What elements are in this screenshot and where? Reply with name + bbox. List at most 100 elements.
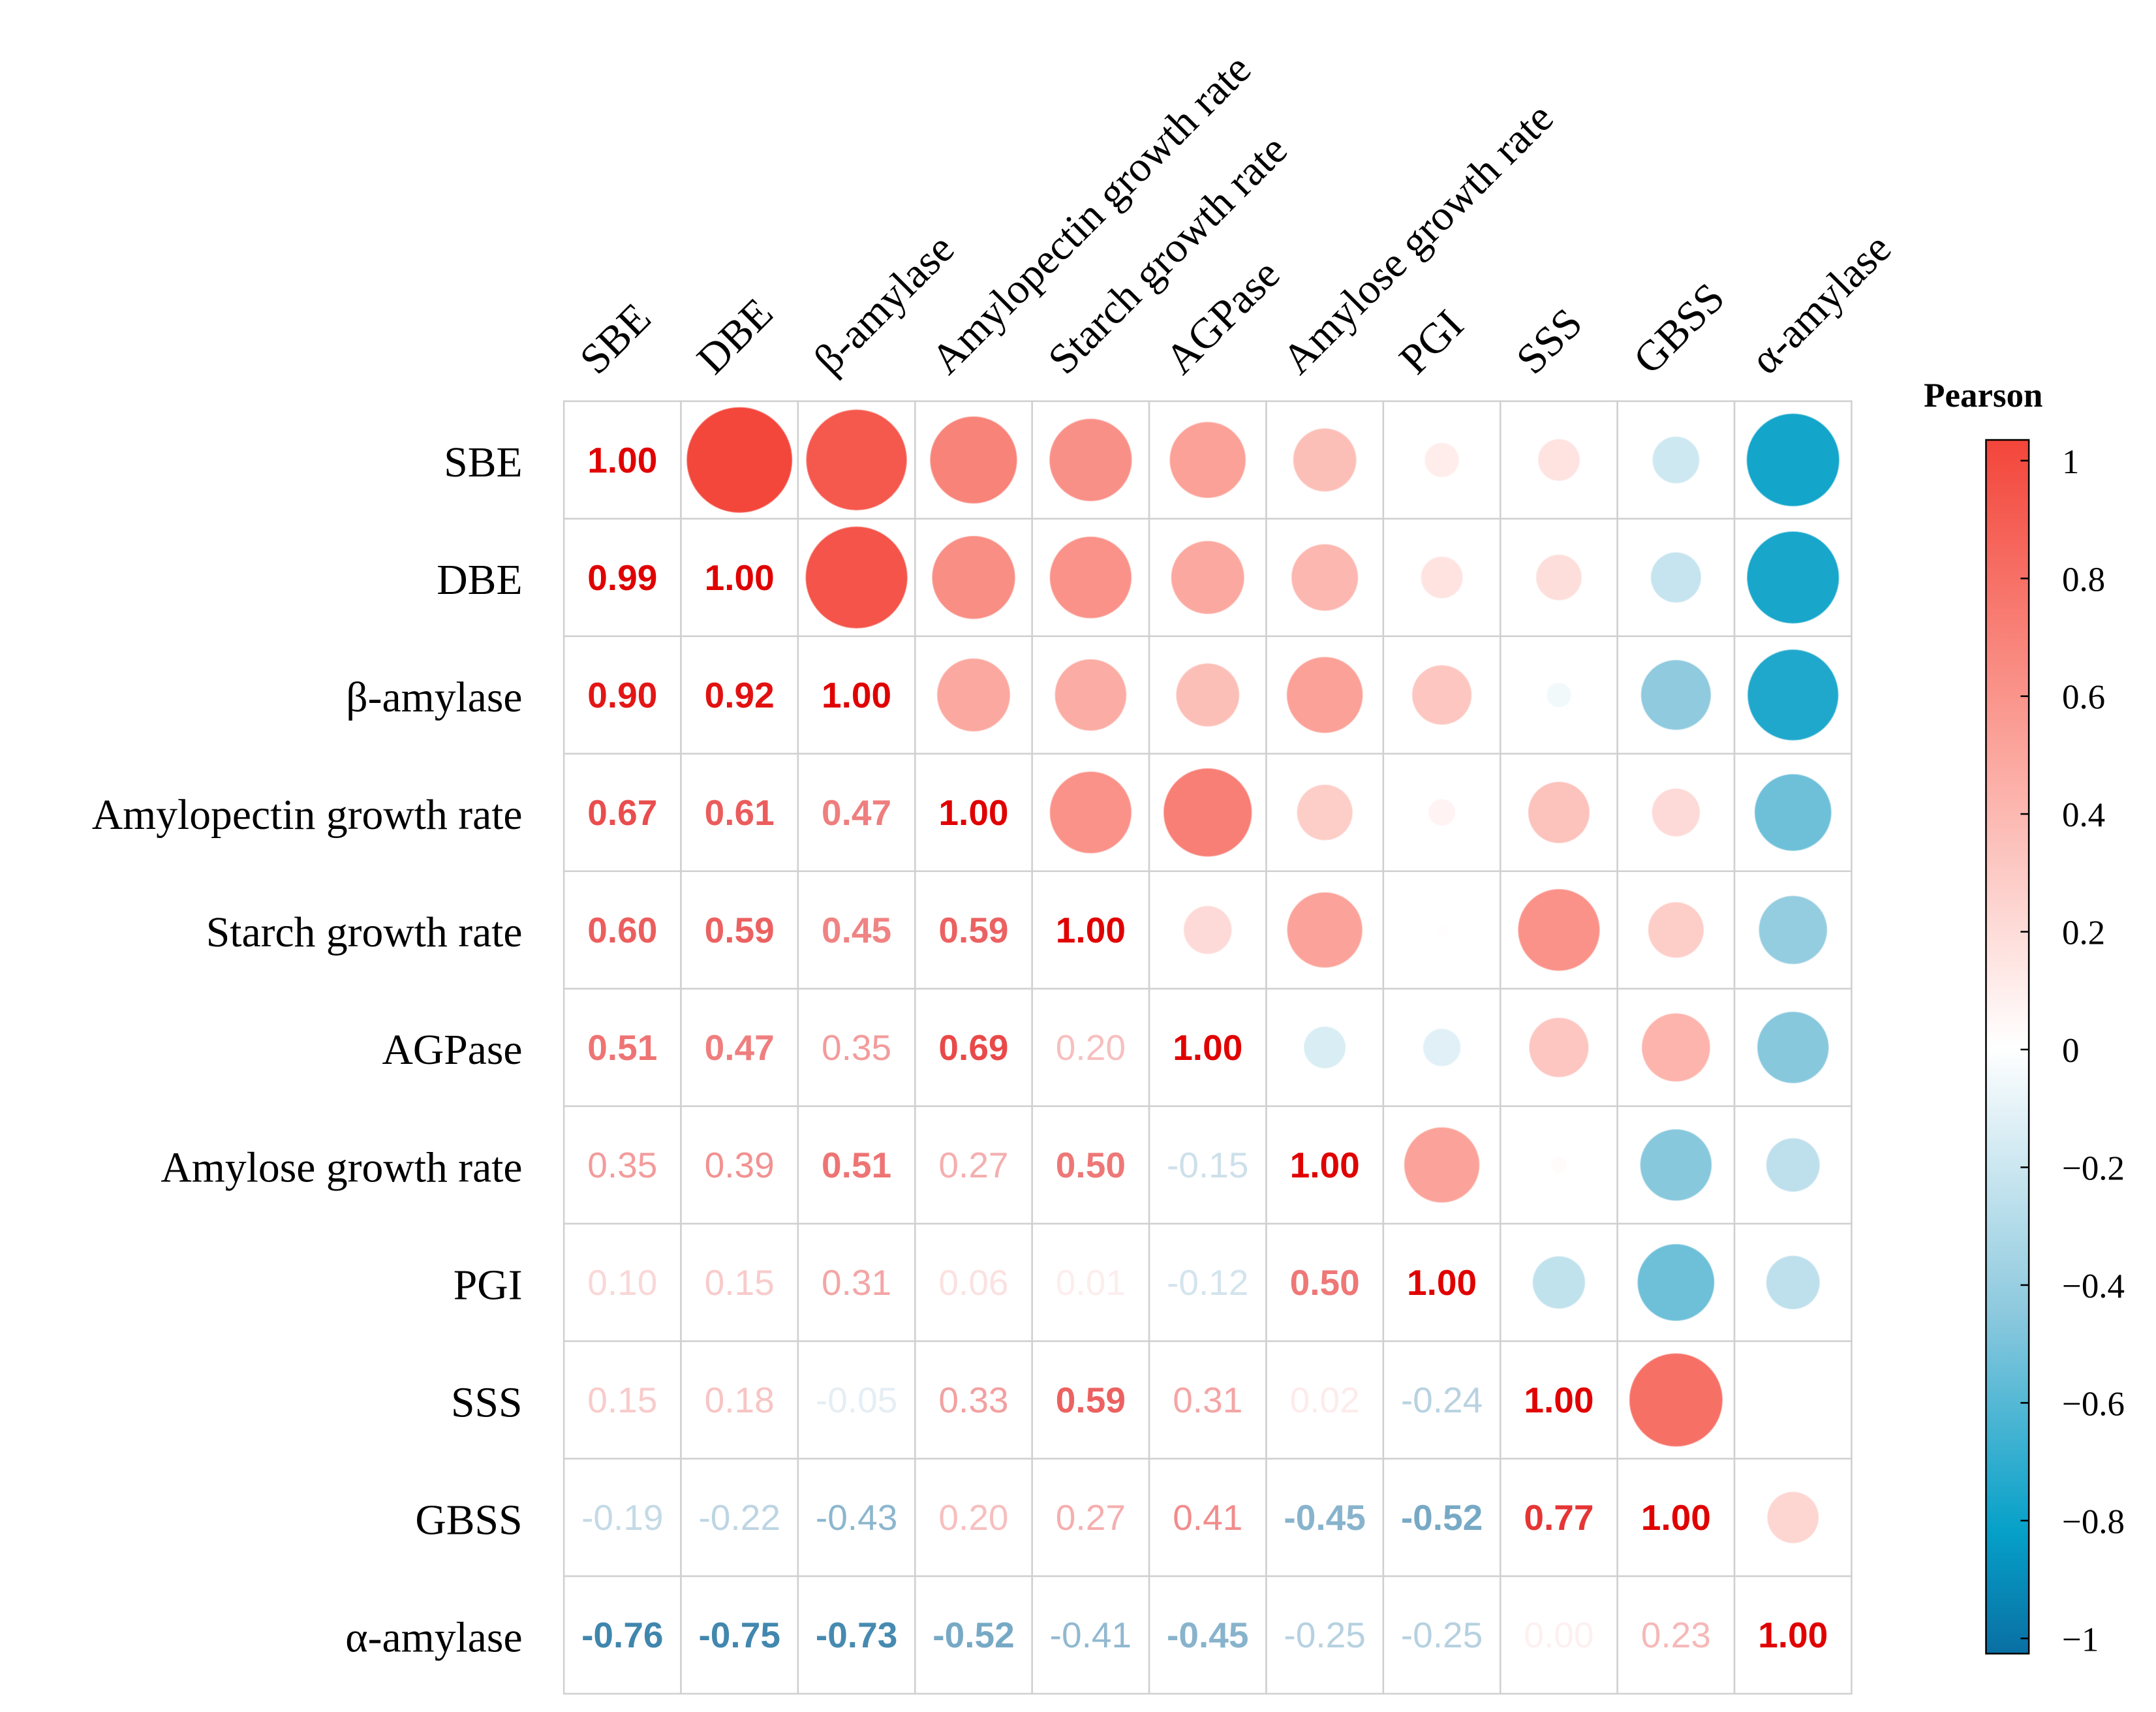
correlation-circle <box>1759 895 1828 965</box>
matrix-cell: 0.99 <box>562 518 682 638</box>
matrix-cell: -0.19 <box>562 1457 682 1578</box>
row-label: SSS <box>451 1378 523 1426</box>
cell-border <box>914 1222 1033 1343</box>
correlation-value: 1.00 <box>822 675 891 715</box>
cell-border <box>680 753 799 873</box>
row-label: SBE <box>444 439 522 486</box>
correlation-circle <box>1529 1017 1589 1078</box>
matrix-cell <box>1499 870 1618 990</box>
matrix-cell <box>914 635 1033 755</box>
colorbar-tick-label: −0.8 <box>2062 1503 2125 1541</box>
correlation-circle <box>930 416 1017 504</box>
correlation-circle <box>1650 552 1702 603</box>
matrix-cell: 0.77 <box>1499 1457 1618 1578</box>
matrix-cell: -0.15 <box>1148 1105 1267 1225</box>
cell-border <box>1265 1457 1385 1578</box>
matrix-cell <box>1031 753 1150 873</box>
cell-border <box>1499 1457 1618 1578</box>
cell-border <box>1265 1340 1385 1460</box>
colorbar-tick-label: −0.4 <box>2062 1268 2125 1305</box>
matrix-cell: 0.41 <box>1148 1457 1267 1578</box>
cell-border <box>562 1457 682 1578</box>
correlation-value: 0.27 <box>938 1145 1008 1185</box>
correlation-value: 0.45 <box>822 910 891 950</box>
correlation-value: -0.15 <box>1167 1145 1248 1185</box>
matrix-cell: 1.00 <box>1148 988 1267 1108</box>
row-label: AGPase <box>382 1026 522 1074</box>
row-label: PGI <box>454 1261 523 1309</box>
correlation-value: 1.00 <box>705 557 775 598</box>
correlation-circle <box>1757 1011 1829 1083</box>
matrix-cell <box>1382 400 1502 520</box>
correlation-value: 0.01 <box>1056 1262 1126 1303</box>
matrix-cell <box>1382 753 1502 873</box>
cell-border <box>914 1457 1033 1578</box>
matrix-cell <box>1616 1105 1736 1225</box>
row-labels: SBE DBE β-amylase Amylopectin growth rate St… <box>92 439 523 1661</box>
correlation-value: 0.60 <box>587 910 657 950</box>
correlation-circle <box>1550 1157 1567 1174</box>
matrix-cell <box>1265 518 1385 638</box>
cell-border <box>562 635 682 755</box>
correlation-circle <box>1637 1243 1715 1321</box>
correlation-circle <box>936 658 1011 732</box>
correlation-value: 0.59 <box>938 910 1008 950</box>
matrix-cell: -0.52 <box>1382 1457 1502 1578</box>
correlation-circle <box>1404 1127 1480 1203</box>
matrix-cell: 1.00 <box>680 518 799 638</box>
matrix-cell: -0.25 <box>1265 1575 1385 1695</box>
matrix-cell <box>1382 518 1502 638</box>
cell-border <box>1148 1222 1267 1343</box>
row-label: β-amylase <box>346 674 522 721</box>
matrix-cell: 0.01 <box>1031 1222 1150 1343</box>
matrix-cell: 0.00 <box>1499 1575 1618 1695</box>
matrix-cell: 0.59 <box>680 870 799 990</box>
cell-border <box>562 400 682 520</box>
cell-border <box>1733 1575 1853 1695</box>
matrix-cell: 0.35 <box>797 988 916 1108</box>
colorbar-tick-label: 0.4 <box>2062 796 2105 834</box>
matrix-cell <box>1499 518 1618 638</box>
matrix-cell <box>1733 1457 1853 1578</box>
correlation-circle <box>1049 771 1132 854</box>
matrix-cell <box>1382 1105 1502 1225</box>
correlation-circle <box>1641 1013 1710 1082</box>
cell-border <box>914 870 1033 990</box>
column-label: GBSS <box>1624 273 1734 383</box>
cell-border <box>680 1222 799 1343</box>
correlation-value: 0.51 <box>822 1145 891 1185</box>
cell-border <box>562 1105 682 1225</box>
correlation-value: 0.27 <box>1056 1497 1126 1538</box>
matrix-cell: 0.10 <box>562 1222 682 1343</box>
correlation-circle <box>1528 781 1590 844</box>
correlation-value: 0.06 <box>938 1262 1008 1303</box>
matrix-cell <box>1616 400 1736 520</box>
correlation-value: -0.24 <box>1401 1380 1483 1420</box>
correlation-value: 0.15 <box>587 1380 657 1420</box>
matrix-cell <box>1733 870 1853 990</box>
matrix-cell: 1.00 <box>1733 1575 1853 1695</box>
matrix-cell: 0.45 <box>797 870 916 990</box>
matrix-cell <box>1382 870 1502 990</box>
correlation-value: 0.47 <box>705 1027 775 1068</box>
colorbar-tick-label: 0 <box>2062 1032 2079 1070</box>
correlation-value: 0.50 <box>1290 1262 1360 1303</box>
cell-border <box>1031 1222 1150 1343</box>
matrix-cell: -0.73 <box>797 1575 916 1695</box>
correlation-value: 0.10 <box>587 1262 657 1303</box>
matrix-cell <box>1031 518 1150 638</box>
correlation-value: 0.20 <box>1056 1027 1126 1068</box>
cell-border <box>914 988 1033 1108</box>
cell-border <box>562 1222 682 1343</box>
matrix-cell: 0.27 <box>914 1105 1033 1225</box>
matrix-cell: 0.90 <box>562 635 682 755</box>
matrix-cell: 0.47 <box>797 753 916 873</box>
correlation-value: 0.39 <box>705 1145 775 1185</box>
matrix-cell <box>914 400 1033 520</box>
colorbar-tick-label: −0.2 <box>2062 1150 2125 1188</box>
correlation-circle <box>1747 649 1839 741</box>
matrix-cell: 0.15 <box>680 1222 799 1343</box>
correlation-circle <box>932 535 1015 619</box>
matrix-cell: 0.27 <box>1031 1457 1150 1578</box>
cell-border <box>797 1105 916 1225</box>
